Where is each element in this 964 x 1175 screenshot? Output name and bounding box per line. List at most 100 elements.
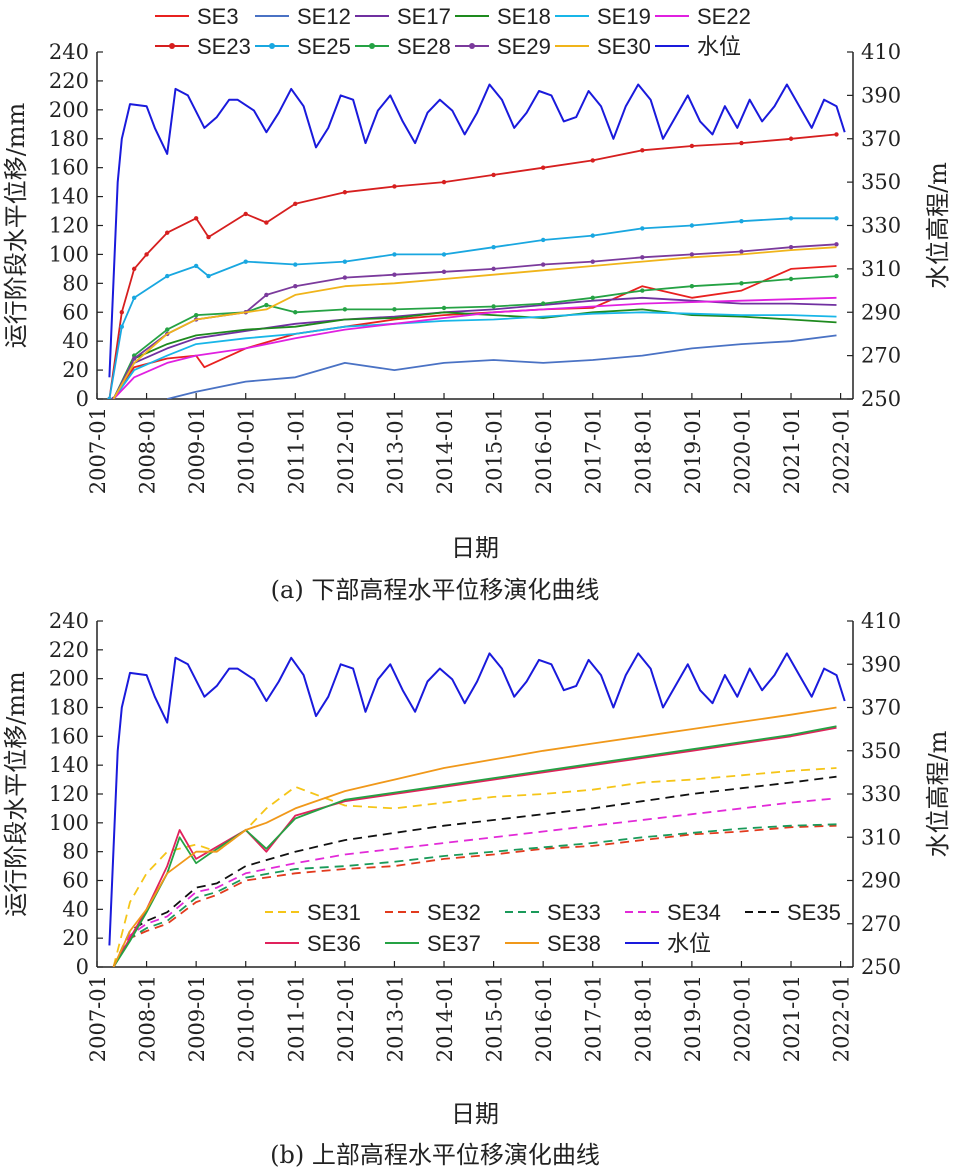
legend-label: SE32: [427, 900, 481, 925]
series-point-SE23: [739, 140, 744, 146]
series-point-SE28: [441, 305, 447, 311]
series-line-SE35: [112, 775, 837, 967]
series-line-SE23: [108, 133, 837, 399]
legend-label: SE33: [547, 900, 601, 925]
legend-label: SE38: [547, 931, 601, 956]
series-point-SE25: [293, 262, 298, 267]
series-point-SE23: [144, 252, 149, 257]
y-tick-label: 220: [49, 69, 89, 93]
series-point-SE29: [640, 255, 645, 260]
series-line-水位: [108, 652, 846, 946]
y-tick-label: 180: [49, 696, 89, 720]
x-tick-label: 2014-01: [433, 975, 457, 1062]
y-tick-label: 120: [49, 782, 89, 806]
y-right-tick-label: 390: [861, 83, 901, 107]
legend-marker: [269, 43, 275, 49]
x-tick-label: 2022-01: [830, 407, 854, 494]
legend-label: SE36: [307, 931, 361, 956]
x-tick-label: 2007-01: [86, 407, 110, 494]
x-tick-label: 2008-01: [136, 407, 160, 494]
y-right-axis-title: 水位高程/m: [924, 162, 952, 289]
legend-label: SE28: [397, 34, 451, 59]
y-tick-label: 240: [49, 40, 89, 64]
series-point-SE23: [193, 216, 199, 221]
y-right-tick-label: 310: [861, 257, 901, 281]
x-tick-label: 2018-01: [631, 407, 655, 494]
series-point-SE29: [264, 292, 269, 298]
y-right-tick-label: 370: [861, 127, 901, 151]
series-point-SE23: [165, 230, 170, 235]
x-axis-title: 日期: [451, 534, 499, 562]
series-point-SE29: [342, 275, 348, 280]
series-point-SE29: [689, 252, 695, 257]
legend-label: SE18: [497, 4, 551, 29]
x-tick-label: 2018-01: [631, 975, 655, 1062]
series-point-SE28: [264, 302, 269, 308]
legend-marker: [369, 43, 375, 49]
x-tick-label: 2015-01: [483, 407, 507, 494]
chart-panel-b: 0 20 40 60 80 100 120 140 160 180 200 220 240 250 270 2…: [2, 609, 952, 1169]
y-tick-label: 180: [49, 127, 89, 151]
y-right-tick-label: 350: [861, 739, 901, 763]
x-tick-label: 2019-01: [681, 407, 705, 494]
series-point-SE29: [590, 259, 595, 264]
series-line-SE3: [112, 265, 837, 399]
legend-label: SE22: [697, 4, 751, 29]
y-tick-label: 140: [49, 185, 89, 209]
series-point-SE28: [165, 327, 170, 332]
y-tick-label: 200: [49, 667, 89, 691]
series-point-SE28: [640, 288, 645, 293]
x-tick-label: 2013-01: [383, 407, 407, 494]
series-line-SE36: [112, 726, 837, 967]
chart-panel-a: 0 20 40 60 80 100 120 140 160 180 200 220 240 250 270 2…: [2, 4, 952, 604]
y-tick-label: 140: [49, 753, 89, 777]
legend-label: SE34: [667, 900, 721, 925]
series-point-SE23: [689, 143, 695, 149]
legend-label: SE23: [197, 34, 251, 59]
figure-caption: (b) 上部高程水平位移演化曲线: [270, 1141, 600, 1169]
x-tick-label: 2019-01: [681, 975, 705, 1062]
plot-area: [107, 83, 846, 399]
series-point-SE25: [392, 252, 397, 257]
series-point-SE29: [739, 249, 744, 254]
series-point-SE28: [491, 304, 496, 309]
series-point-SE25: [119, 324, 124, 329]
series-point-SE25: [640, 226, 645, 231]
y-right-tick-label: 390: [861, 652, 901, 676]
y-right-tick-label: 290: [861, 300, 901, 324]
x-tick-label: 2007-01: [86, 975, 110, 1062]
y-tick-label: 0: [76, 955, 89, 979]
series-point-SE28: [739, 281, 744, 286]
x-tick-label: 2016-01: [532, 407, 556, 494]
x-tick-label: 2009-01: [185, 975, 209, 1062]
legend-label: SE25: [297, 34, 351, 59]
series-point-SE29: [131, 356, 137, 361]
y-right-tick-label: 330: [861, 782, 901, 806]
y-tick-label: 40: [62, 329, 89, 353]
series-point-SE28: [834, 273, 839, 279]
y-axis-title: 运行阶段水平位移/mm: [2, 671, 30, 917]
y-tick-label: 20: [62, 926, 89, 950]
y-tick-label: 100: [49, 811, 89, 835]
figure-caption: (a) 下部高程水平位移演化曲线: [271, 576, 600, 604]
legend-label: SE12: [297, 4, 351, 29]
legend-marker: [169, 43, 175, 49]
legend-label: SE31: [307, 900, 361, 925]
y-tick-label: 100: [49, 242, 89, 266]
x-tick-label: 2020-01: [730, 407, 754, 494]
y-tick-label: 220: [49, 638, 89, 662]
y-tick-label: 80: [62, 271, 89, 295]
series-point-SE25: [342, 259, 348, 264]
series-line-SE37: [112, 725, 837, 967]
series-point-SE25: [788, 216, 794, 221]
x-tick-label: 2015-01: [483, 975, 507, 1062]
series-point-SE29: [540, 262, 546, 267]
series-point-SE28: [193, 312, 199, 318]
x-tick-label: 2017-01: [582, 407, 606, 494]
x-tick-label: 2012-01: [334, 975, 358, 1062]
series-point-SE25: [689, 223, 695, 228]
series-point-SE23: [243, 211, 248, 217]
y-tick-label: 240: [49, 609, 89, 633]
legend-label: SE29: [497, 34, 551, 59]
